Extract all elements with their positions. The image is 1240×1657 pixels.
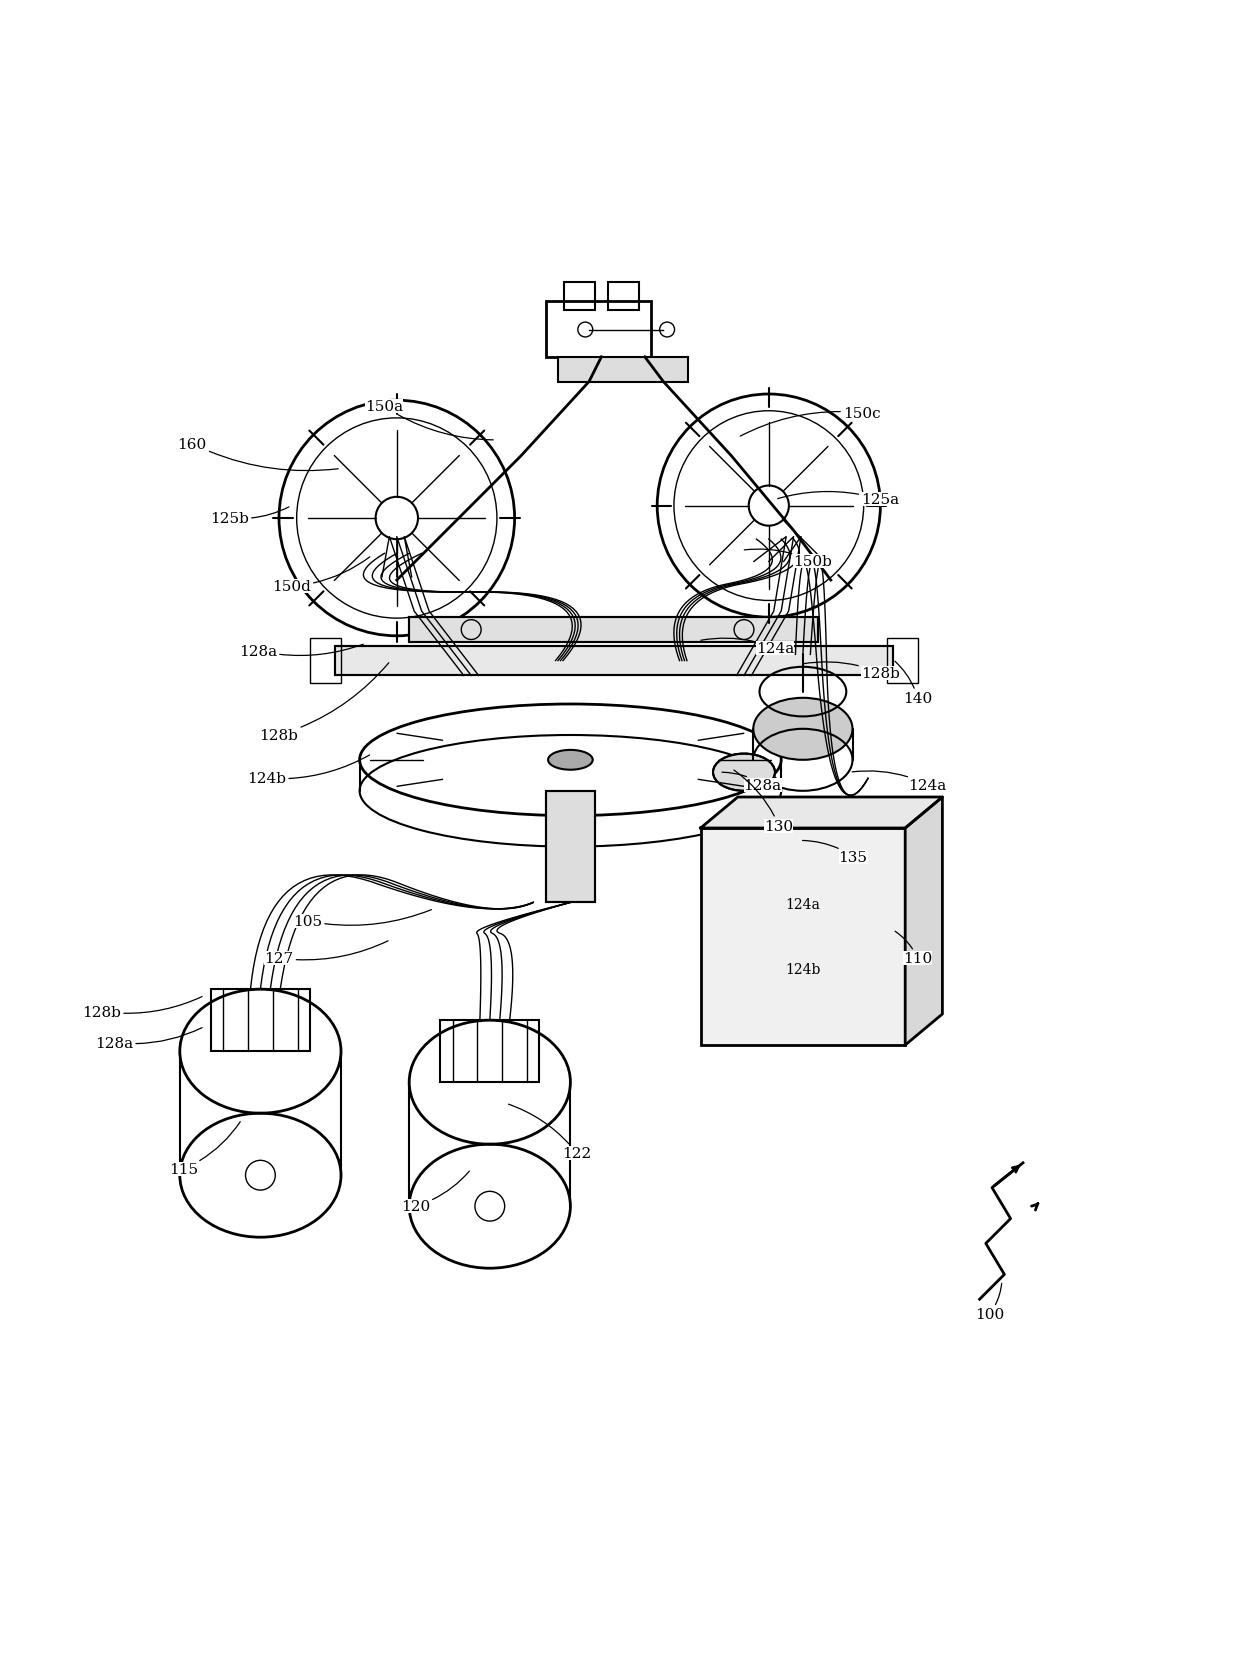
Bar: [558, 358, 688, 383]
Bar: [546, 302, 651, 358]
Bar: [211, 989, 310, 1052]
Polygon shape: [701, 797, 942, 828]
Ellipse shape: [713, 754, 775, 792]
Bar: [409, 618, 818, 643]
Text: 124a: 124a: [852, 772, 946, 792]
Bar: [335, 646, 893, 676]
Bar: [310, 640, 341, 683]
Bar: [546, 792, 595, 903]
Text: 150a: 150a: [366, 399, 494, 441]
Bar: [335, 646, 893, 676]
Text: 128b: 128b: [259, 663, 389, 742]
Text: 124b: 124b: [785, 963, 821, 976]
Text: 128b: 128b: [82, 998, 202, 1019]
Text: 100: 100: [975, 1284, 1004, 1321]
Text: 110: 110: [895, 931, 932, 966]
Text: 128a: 128a: [239, 645, 363, 658]
Text: 122: 122: [508, 1105, 591, 1160]
Text: 127: 127: [264, 941, 388, 966]
Text: 150c: 150c: [740, 406, 880, 437]
Polygon shape: [905, 797, 942, 1046]
Text: 124a: 124a: [785, 898, 821, 911]
Ellipse shape: [548, 751, 593, 771]
Text: 135: 135: [802, 842, 868, 863]
Text: 124a: 124a: [701, 638, 794, 656]
Bar: [546, 792, 595, 903]
Bar: [409, 618, 818, 643]
Text: 124b: 124b: [247, 756, 370, 785]
Text: 125b: 125b: [210, 507, 289, 525]
Text: 115: 115: [169, 1122, 241, 1176]
Text: 120: 120: [401, 1171, 470, 1213]
Text: 130: 130: [734, 771, 794, 833]
Text: 128b: 128b: [802, 663, 900, 681]
Text: 150b: 150b: [744, 550, 832, 568]
Bar: [564, 283, 595, 310]
Text: 150d: 150d: [272, 557, 370, 593]
Ellipse shape: [753, 698, 853, 761]
Bar: [440, 1021, 539, 1082]
Text: 128a: 128a: [722, 772, 781, 792]
Text: 128a: 128a: [95, 1027, 202, 1051]
Text: 105: 105: [293, 910, 432, 928]
Text: 140: 140: [895, 661, 932, 706]
Bar: [608, 283, 639, 310]
Text: 160: 160: [177, 437, 339, 471]
Text: 125a: 125a: [777, 492, 899, 507]
Bar: [887, 640, 918, 683]
Bar: [701, 828, 905, 1046]
